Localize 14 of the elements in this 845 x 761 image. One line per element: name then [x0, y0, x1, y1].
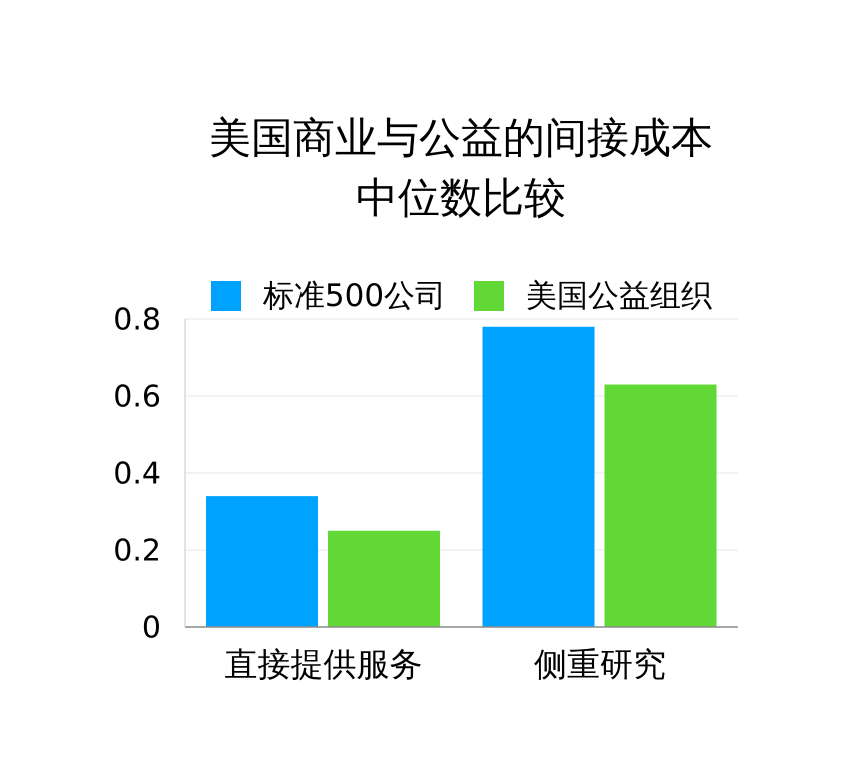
legend-label: 美国公益组织 [526, 277, 712, 316]
bar [482, 326, 595, 627]
chart-title: 美国商业与公益的间接成本中位数比较 [208, 112, 714, 224]
legend-label: 标准500公司 [262, 277, 446, 316]
y-tick-label: 0.4 [113, 456, 161, 492]
bar [206, 496, 318, 627]
y-tick-label: 0.8 [113, 302, 161, 338]
bar [604, 384, 717, 627]
x-tick-label: 侧重研究 [534, 644, 666, 684]
y-tick-label: 0.2 [113, 534, 161, 569]
y-tick-label: 0 [142, 610, 161, 646]
y-tick-label: 0.6 [113, 380, 161, 415]
x-tick-label: 直接提供服务 [224, 644, 422, 684]
bar [328, 530, 440, 627]
